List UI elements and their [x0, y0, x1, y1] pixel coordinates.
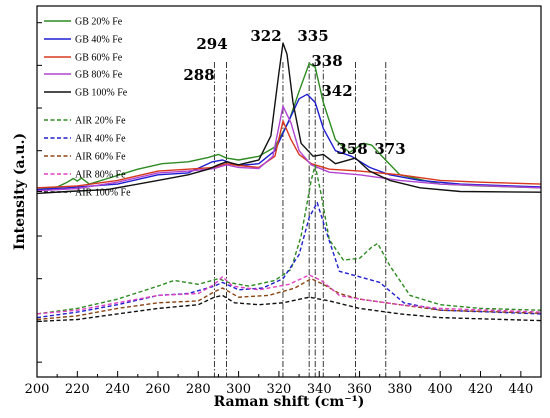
- series-line-gb-20-fe: [36, 62, 542, 191]
- x-axis-ticks: 200 220 240 260 280 300 320 340 360 380 400 420 440: [25, 371, 542, 397]
- series-line-gb-40-fe: [36, 93, 542, 191]
- x-tick-label: 240: [105, 382, 130, 397]
- peak-label-335: 335: [297, 27, 328, 45]
- series-line-air-100-fe: [36, 294, 542, 323]
- x-tick-label: 360: [347, 382, 372, 397]
- series-line-air-20-fe: [36, 164, 542, 315]
- peak-label-338: 338: [311, 52, 342, 70]
- x-axis-title: Raman shift (cm⁻¹): [214, 394, 365, 410]
- series-line-gb-100-fe: [36, 42, 542, 195]
- x-tick-label: 260: [146, 382, 171, 397]
- legend: GB 20% Fe GB 40% Fe GB 60% Fe GB 80% Fe GB 1…: [44, 17, 131, 199]
- x-tick-label: 280: [186, 382, 211, 397]
- x-tick-label: 440: [508, 382, 533, 397]
- peak-label-342: 342: [321, 82, 352, 100]
- x-tick-label: 380: [387, 382, 412, 397]
- peak-label-294: 294: [196, 35, 227, 53]
- legend-label: AIR 80% Fe: [75, 170, 126, 181]
- x-tick-label: 200: [25, 382, 50, 397]
- legend-label: GB 100% Fe: [75, 88, 128, 99]
- legend-label: GB 20% Fe: [75, 17, 123, 28]
- series-line-gb-60-fe: [36, 120, 542, 189]
- series-line-gb-80-fe: [36, 105, 542, 192]
- x-tick-label: 220: [65, 382, 90, 397]
- peak-labels: 288 294 322 335 338 342 358 373: [183, 27, 405, 158]
- legend-label: AIR 60% Fe: [75, 152, 126, 163]
- series-line-air-80-fe: [36, 274, 542, 315]
- y-axis-ticks: [37, 22, 42, 363]
- x-tick-label: 340: [307, 382, 332, 397]
- legend-label: AIR 40% Fe: [75, 134, 126, 145]
- peak-label-373: 373: [374, 140, 405, 158]
- peak-label-288: 288: [183, 66, 214, 84]
- y-axis-title: Intensity (a.u.): [12, 133, 28, 250]
- series-lines: [36, 42, 542, 323]
- series-line-air-40-fe: [36, 201, 542, 319]
- peak-label-322: 322: [250, 27, 281, 45]
- peak-markers: [213, 62, 387, 377]
- legend-label: GB 60% Fe: [75, 53, 123, 64]
- peak-label-358: 358: [336, 140, 367, 158]
- x-tick-label: 420: [468, 382, 493, 397]
- series-line-air-60-fe: [36, 278, 542, 321]
- legend-label: AIR 100% Fe: [75, 188, 131, 199]
- x-tick-label: 320: [267, 382, 292, 397]
- x-tick-label: 300: [226, 382, 251, 397]
- legend-label: GB 80% Fe: [75, 70, 123, 81]
- legend-label: AIR 20% Fe: [75, 116, 126, 127]
- legend-label: GB 40% Fe: [75, 35, 123, 46]
- x-tick-label: 400: [428, 382, 453, 397]
